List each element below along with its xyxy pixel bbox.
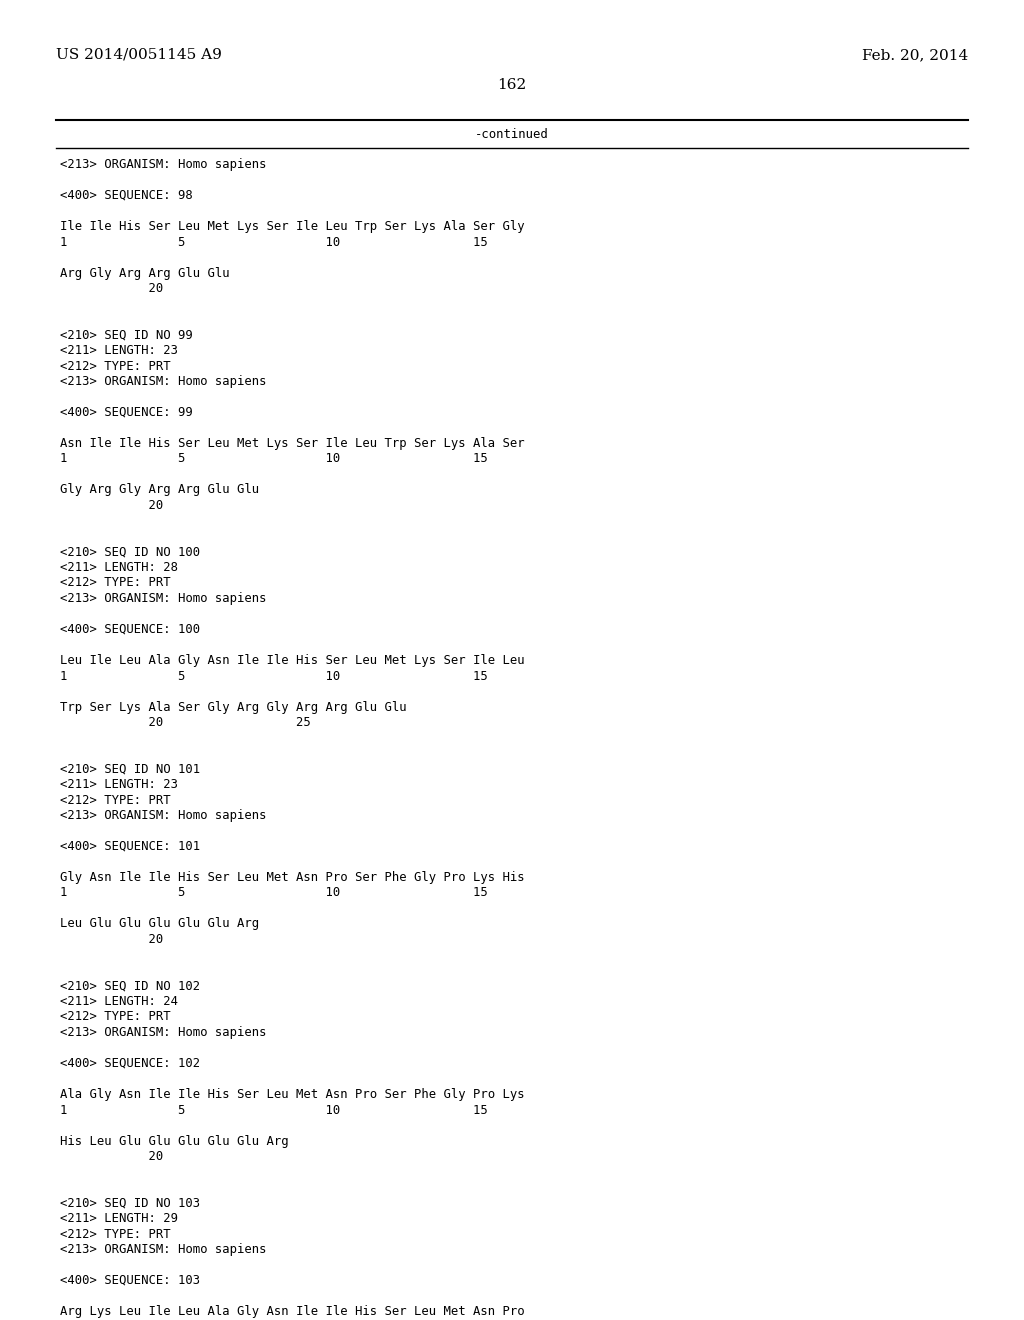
Text: Gly Asn Ile Ile His Ser Leu Met Asn Pro Ser Phe Gly Pro Lys His: Gly Asn Ile Ile His Ser Leu Met Asn Pro …	[60, 871, 524, 884]
Text: <211> LENGTH: 28: <211> LENGTH: 28	[60, 561, 178, 574]
Text: <212> TYPE: PRT: <212> TYPE: PRT	[60, 359, 171, 372]
Text: <213> ORGANISM: Homo sapiens: <213> ORGANISM: Homo sapiens	[60, 375, 266, 388]
Text: 1               5                   10                  15: 1 5 10 15	[60, 1104, 487, 1117]
Text: <400> SEQUENCE: 102: <400> SEQUENCE: 102	[60, 1057, 200, 1071]
Text: <213> ORGANISM: Homo sapiens: <213> ORGANISM: Homo sapiens	[60, 809, 266, 822]
Text: <210> SEQ ID NO 103: <210> SEQ ID NO 103	[60, 1196, 200, 1209]
Text: 20: 20	[60, 933, 163, 946]
Text: US 2014/0051145 A9: US 2014/0051145 A9	[56, 48, 222, 62]
Text: <400> SEQUENCE: 103: <400> SEQUENCE: 103	[60, 1274, 200, 1287]
Text: <211> LENGTH: 23: <211> LENGTH: 23	[60, 345, 178, 356]
Text: -continued: -continued	[475, 128, 549, 141]
Text: <400> SEQUENCE: 100: <400> SEQUENCE: 100	[60, 623, 200, 636]
Text: <210> SEQ ID NO 102: <210> SEQ ID NO 102	[60, 979, 200, 993]
Text: <400> SEQUENCE: 101: <400> SEQUENCE: 101	[60, 840, 200, 853]
Text: 20: 20	[60, 1150, 163, 1163]
Text: Arg Lys Leu Ile Leu Ala Gly Asn Ile Ile His Ser Leu Met Asn Pro: Arg Lys Leu Ile Leu Ala Gly Asn Ile Ile …	[60, 1305, 524, 1317]
Text: <212> TYPE: PRT: <212> TYPE: PRT	[60, 1011, 171, 1023]
Text: <213> ORGANISM: Homo sapiens: <213> ORGANISM: Homo sapiens	[60, 1243, 266, 1257]
Text: <211> LENGTH: 23: <211> LENGTH: 23	[60, 777, 178, 791]
Text: Arg Gly Arg Arg Glu Glu: Arg Gly Arg Arg Glu Glu	[60, 267, 229, 280]
Text: 20                  25: 20 25	[60, 715, 310, 729]
Text: Asn Ile Ile His Ser Leu Met Lys Ser Ile Leu Trp Ser Lys Ala Ser: Asn Ile Ile His Ser Leu Met Lys Ser Ile …	[60, 437, 524, 450]
Text: <210> SEQ ID NO 99: <210> SEQ ID NO 99	[60, 329, 193, 342]
Text: 20: 20	[60, 282, 163, 294]
Text: <211> LENGTH: 24: <211> LENGTH: 24	[60, 995, 178, 1008]
Text: <213> ORGANISM: Homo sapiens: <213> ORGANISM: Homo sapiens	[60, 591, 266, 605]
Text: Ala Gly Asn Ile Ile His Ser Leu Met Asn Pro Ser Phe Gly Pro Lys: Ala Gly Asn Ile Ile His Ser Leu Met Asn …	[60, 1088, 524, 1101]
Text: <211> LENGTH: 29: <211> LENGTH: 29	[60, 1212, 178, 1225]
Text: Feb. 20, 2014: Feb. 20, 2014	[862, 48, 968, 62]
Text: <212> TYPE: PRT: <212> TYPE: PRT	[60, 1228, 171, 1241]
Text: 1               5                   10                  15: 1 5 10 15	[60, 887, 487, 899]
Text: Leu Ile Leu Ala Gly Asn Ile Ile His Ser Leu Met Lys Ser Ile Leu: Leu Ile Leu Ala Gly Asn Ile Ile His Ser …	[60, 653, 524, 667]
Text: <210> SEQ ID NO 100: <210> SEQ ID NO 100	[60, 545, 200, 558]
Text: 1               5                   10                  15: 1 5 10 15	[60, 235, 487, 248]
Text: 1               5                   10                  15: 1 5 10 15	[60, 669, 487, 682]
Text: Gly Arg Gly Arg Arg Glu Glu: Gly Arg Gly Arg Arg Glu Glu	[60, 483, 259, 496]
Text: His Leu Glu Glu Glu Glu Glu Arg: His Leu Glu Glu Glu Glu Glu Arg	[60, 1134, 289, 1147]
Text: <212> TYPE: PRT: <212> TYPE: PRT	[60, 577, 171, 590]
Text: <210> SEQ ID NO 101: <210> SEQ ID NO 101	[60, 763, 200, 776]
Text: <400> SEQUENCE: 98: <400> SEQUENCE: 98	[60, 189, 193, 202]
Text: 1               5                   10                  15: 1 5 10 15	[60, 453, 487, 466]
Text: 162: 162	[498, 78, 526, 92]
Text: Trp Ser Lys Ala Ser Gly Arg Gly Arg Arg Glu Glu: Trp Ser Lys Ala Ser Gly Arg Gly Arg Arg …	[60, 701, 407, 714]
Text: Ile Ile His Ser Leu Met Lys Ser Ile Leu Trp Ser Lys Ala Ser Gly: Ile Ile His Ser Leu Met Lys Ser Ile Leu …	[60, 220, 524, 234]
Text: <213> ORGANISM: Homo sapiens: <213> ORGANISM: Homo sapiens	[60, 1026, 266, 1039]
Text: <212> TYPE: PRT: <212> TYPE: PRT	[60, 793, 171, 807]
Text: Leu Glu Glu Glu Glu Glu Arg: Leu Glu Glu Glu Glu Glu Arg	[60, 917, 259, 931]
Text: <400> SEQUENCE: 99: <400> SEQUENCE: 99	[60, 407, 193, 418]
Text: 20: 20	[60, 499, 163, 512]
Text: <213> ORGANISM: Homo sapiens: <213> ORGANISM: Homo sapiens	[60, 158, 266, 172]
